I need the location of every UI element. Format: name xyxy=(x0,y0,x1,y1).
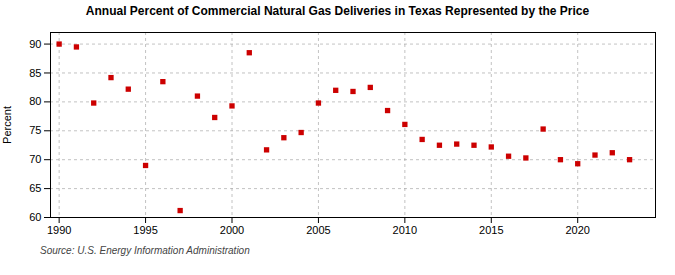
svg-text:Percent: Percent xyxy=(1,106,13,144)
html-text:Source: U.S. Energy Informatio: Source: U.S. Energy Information Administ… xyxy=(40,245,250,256)
svg-text:90: 90 xyxy=(29,38,41,50)
svg-text:2020: 2020 xyxy=(565,224,589,236)
html-text:Annual Percent of Commercial N: Annual Percent of Commercial Natural Gas… xyxy=(85,4,590,18)
svg-text:2005: 2005 xyxy=(306,224,330,236)
svg-text:60: 60 xyxy=(29,211,41,223)
svg-text:80: 80 xyxy=(29,95,41,107)
svg-text:2000: 2000 xyxy=(220,224,244,236)
svg-text:2015: 2015 xyxy=(479,224,503,236)
svg-text:65: 65 xyxy=(29,182,41,194)
svg-text:2010: 2010 xyxy=(393,224,417,236)
svg-text:85: 85 xyxy=(29,66,41,78)
svg-text:1995: 1995 xyxy=(133,224,157,236)
svg-text:70: 70 xyxy=(29,153,41,165)
svg-text:75: 75 xyxy=(29,124,41,136)
svg-text:1990: 1990 xyxy=(47,224,71,236)
